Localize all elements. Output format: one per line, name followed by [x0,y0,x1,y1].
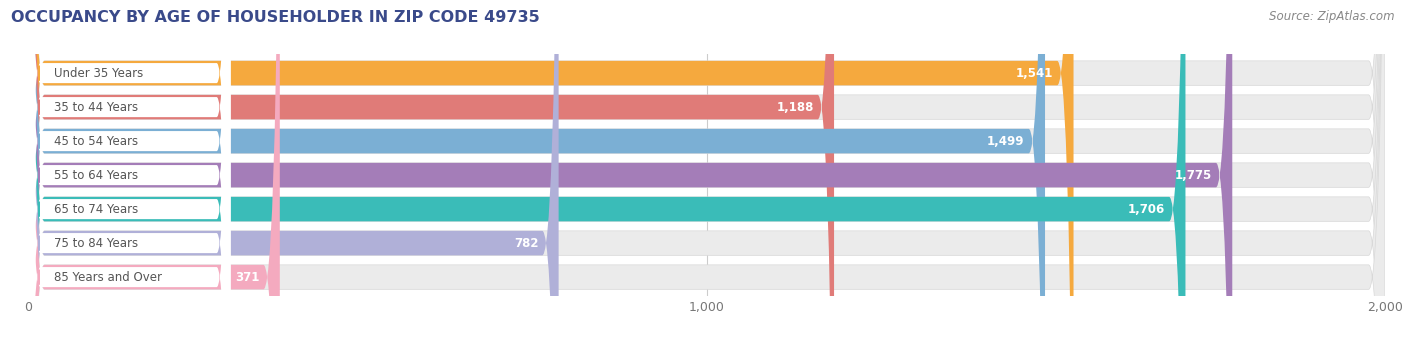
Text: Under 35 Years: Under 35 Years [53,67,143,80]
FancyBboxPatch shape [28,0,280,340]
FancyBboxPatch shape [28,0,1232,340]
FancyBboxPatch shape [28,0,1045,340]
Text: 85 Years and Over: 85 Years and Over [53,271,162,284]
FancyBboxPatch shape [28,0,1385,340]
FancyBboxPatch shape [27,0,231,340]
FancyBboxPatch shape [28,0,1385,340]
Text: 782: 782 [513,237,538,250]
FancyBboxPatch shape [28,0,1385,340]
Text: 1,706: 1,706 [1128,203,1166,216]
Text: 55 to 64 Years: 55 to 64 Years [53,169,138,182]
Text: 45 to 54 Years: 45 to 54 Years [53,135,138,148]
FancyBboxPatch shape [28,0,834,340]
FancyBboxPatch shape [28,0,1385,340]
Text: 35 to 44 Years: 35 to 44 Years [53,101,138,114]
FancyBboxPatch shape [28,0,1385,340]
Text: OCCUPANCY BY AGE OF HOUSEHOLDER IN ZIP CODE 49735: OCCUPANCY BY AGE OF HOUSEHOLDER IN ZIP C… [11,10,540,25]
FancyBboxPatch shape [28,0,1074,340]
Text: 1,499: 1,499 [987,135,1025,148]
FancyBboxPatch shape [28,0,1385,340]
Text: 65 to 74 Years: 65 to 74 Years [53,203,138,216]
FancyBboxPatch shape [28,0,1385,340]
FancyBboxPatch shape [28,0,558,340]
Text: Source: ZipAtlas.com: Source: ZipAtlas.com [1270,10,1395,23]
Text: 1,188: 1,188 [776,101,814,114]
Text: 75 to 84 Years: 75 to 84 Years [53,237,138,250]
Text: 1,541: 1,541 [1015,67,1053,80]
FancyBboxPatch shape [27,0,231,340]
FancyBboxPatch shape [27,0,231,340]
FancyBboxPatch shape [28,0,1185,340]
FancyBboxPatch shape [27,0,231,340]
FancyBboxPatch shape [27,0,231,340]
Text: 371: 371 [235,271,260,284]
FancyBboxPatch shape [27,0,231,340]
Text: 1,775: 1,775 [1174,169,1212,182]
FancyBboxPatch shape [27,0,231,340]
